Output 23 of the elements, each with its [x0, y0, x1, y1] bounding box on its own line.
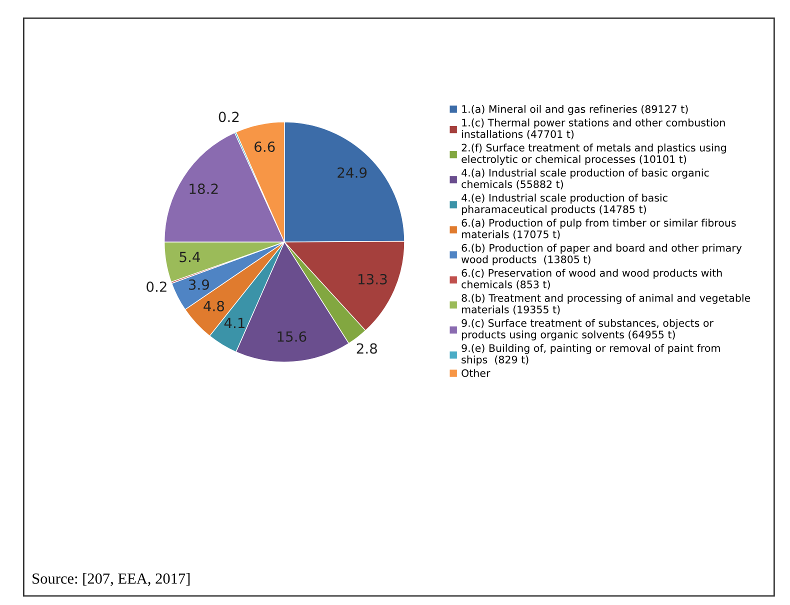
legend-label: 9.(e) Building of, painting or removal of paint from ships (829 t) — [462, 344, 720, 366]
legend-label: 4.(a) Industrial scale production of basic organic chemicals (55882 t) — [462, 168, 709, 190]
legend-label: 2.(f) Surface treatment of metals and plastics using electrolytic or chemical processes (10101 t) — [462, 144, 726, 166]
legend-label: 6.(b) Production of paper and board and other primary wood products (13805 t) — [461, 244, 742, 266]
data-label: 6.6 — [254, 142, 275, 152]
data-label: 15.6 — [278, 331, 306, 342]
data-label: 0.2 — [218, 112, 239, 122]
data-label: 2.8 — [356, 343, 377, 354]
data-label: 4.1 — [224, 318, 244, 328]
legend-label: 6.(c) Preservation of wood and wood products with chemicals (853 t) — [462, 268, 722, 290]
legend-label: 9.(c) Surface treatment of substances, objects or products using organic solvents (64955 t) — [462, 318, 714, 340]
source-note: Source: [207, EEA, 2017] — [32, 572, 190, 586]
data-label: 0.2 — [146, 281, 166, 292]
data-label: 13.3 — [358, 274, 387, 284]
legend-label: 8.(b) Treatment and processing of animal and vegetable materials (19355 t) — [462, 294, 750, 315]
legend-label: 1.(a) Mineral oil and gas refineries (89127 t) — [462, 104, 688, 115]
legend-label: 6.(a) Production of pulp from timber or similar fibrous materials (17075 t) — [462, 218, 736, 240]
legend-label: Other — [462, 369, 490, 378]
legend-label: 1.(c) Thermal power stations and other combustion installations (47701 t) — [462, 118, 725, 140]
data-label: 4.8 — [204, 300, 224, 312]
data-label: 24.9 — [338, 167, 367, 178]
data-label: 18.2 — [190, 184, 218, 194]
legend-label: 4.(e) Industrial scale production of basic pharamaceutical products (14785 t) — [462, 194, 668, 216]
